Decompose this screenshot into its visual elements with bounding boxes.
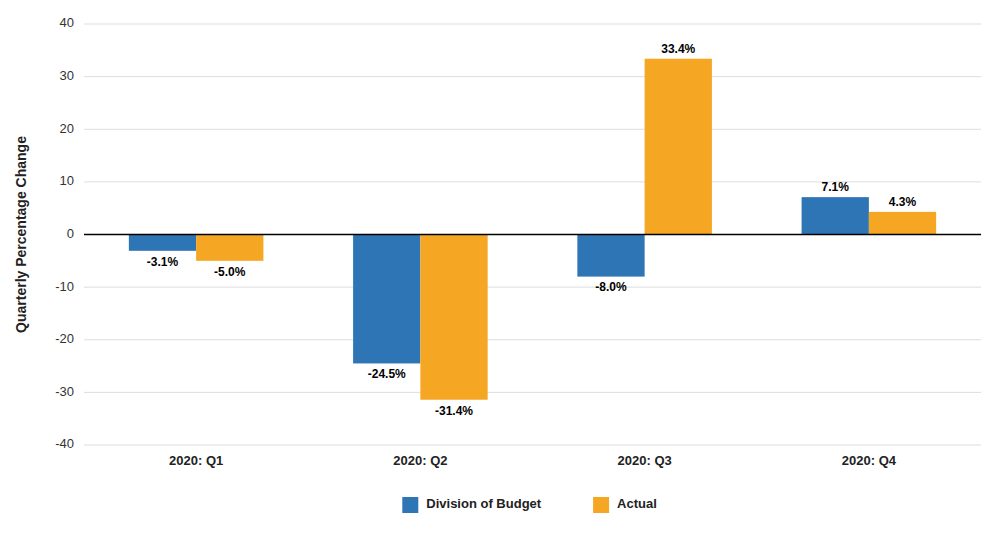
y-tick-label: 40 [60,15,74,30]
x-tick-label: 2020: Q4 [842,453,897,468]
bar [196,235,263,261]
data-labels: -3.1% -24.5% -8.0% 7.1% -5.0% -31.4% 33.4% 4.3% [147,42,917,418]
x-tick-label: 2020: Q3 [618,453,672,468]
legend-swatch [402,497,418,513]
bar [645,59,712,235]
x-tick-label: 2020: Q1 [169,453,223,468]
data-label: 33.4% [661,42,695,56]
y-tick-label: 10 [60,173,74,188]
y-tick-label: -30 [55,384,74,399]
grid-line [84,392,981,393]
data-label: -31.4% [435,404,473,418]
grid-line [84,76,981,77]
y-tick-label: -40 [55,436,74,451]
y-tick-label: 30 [60,68,74,83]
y-tick-label: 0 [67,226,74,241]
bar [577,235,644,277]
bars [129,59,936,400]
legend-label: Division of Budget [426,496,542,511]
bar [869,212,936,235]
grid-line [84,24,981,25]
grid-line [84,129,981,130]
y-axis: -40 -30 -20 -10 0 10 20 30 40 [55,15,981,451]
x-tick-label: 2020: Q2 [393,453,447,468]
data-label: -3.1% [147,255,179,269]
legend-label: Actual [617,496,657,511]
data-label: 7.1% [822,180,850,194]
y-tick-label: 20 [60,121,74,136]
data-label: -24.5% [368,367,406,381]
data-label: -8.0% [595,280,627,294]
legend-swatch [593,497,609,513]
y-tick-label: -10 [55,279,74,294]
data-label: -5.0% [214,265,246,279]
x-axis: 2020: Q1 2020: Q2 2020: Q3 2020: Q4 [169,453,897,468]
grid-line [84,234,981,235]
y-axis-label: Quarterly Percentage Change [13,136,29,333]
bar [802,197,869,234]
grid-line [84,339,981,340]
data-label: 4.3% [889,195,917,209]
zero-line [84,234,981,236]
bar [353,235,420,364]
grid-line [84,445,981,446]
bar [420,235,487,400]
bar [129,235,196,251]
y-tick-label: -20 [55,331,74,346]
legend: Division of Budget Actual [402,496,657,513]
grid-line [84,287,981,288]
chart: -40 -30 -20 -10 0 10 20 30 40 Quarterly Percentag… [0,0,1001,533]
